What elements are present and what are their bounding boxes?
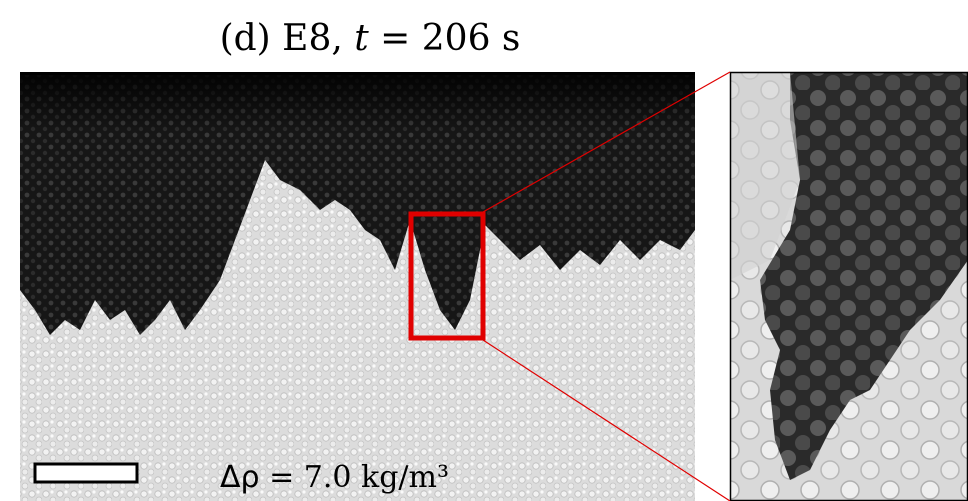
zoom-line <box>482 71 731 213</box>
scale-bar <box>33 462 139 484</box>
annotation-rest: = 7.0 kg/m³ <box>260 460 449 495</box>
zoom-line <box>482 339 731 501</box>
main-image <box>20 72 695 501</box>
panel-title: (d) E8, t = 206 s <box>220 18 521 59</box>
density-annotation: Δρ = 7.0 kg/m³ <box>220 460 449 495</box>
zoom-box <box>408 211 486 341</box>
zoom-image <box>730 72 968 501</box>
title-label: (d) E8, <box>220 18 355 59</box>
title-variable: t <box>354 18 369 59</box>
title-rest: = 206 s <box>369 18 521 59</box>
annotation-symbol: Δρ <box>220 460 260 495</box>
